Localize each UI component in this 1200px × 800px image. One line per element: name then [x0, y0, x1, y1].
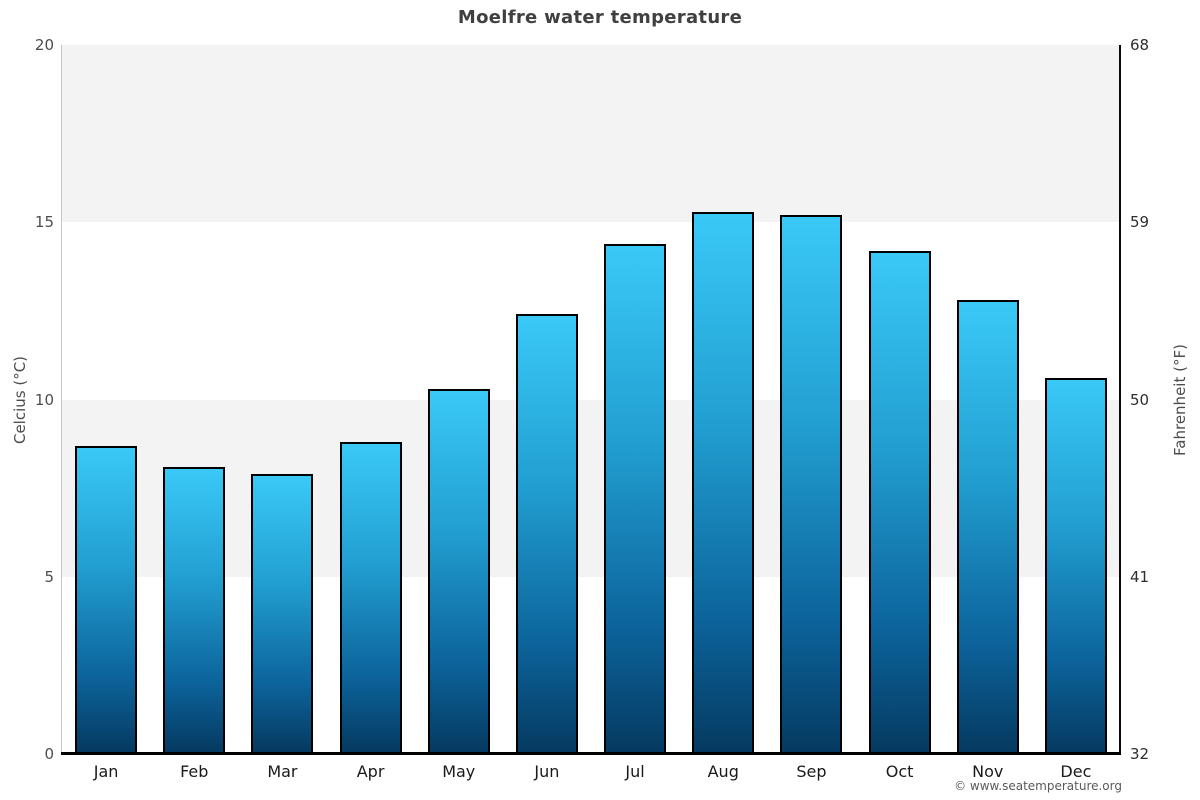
bar-dec — [1044, 378, 1107, 754]
y-axis-left-title: Celcius (°C) — [11, 355, 29, 445]
chart-title: Moelfre water temperature — [457, 7, 743, 28]
x-axis-line — [61, 752, 1121, 755]
x-tick-jul: Jul — [625, 762, 645, 781]
bar-sep — [780, 215, 843, 754]
y-tick-left-20: 20 — [34, 36, 54, 54]
y-tick-left-15: 15 — [34, 213, 54, 232]
bar-apr — [339, 442, 402, 754]
x-tick-jun: Jun — [534, 762, 560, 781]
x-tick-aug: Aug — [707, 762, 739, 781]
bar-nov — [956, 300, 1019, 754]
y-tick-right-59: 59 — [1130, 213, 1150, 232]
bar-jul — [604, 243, 667, 754]
x-tick-nov: Nov — [972, 762, 1004, 781]
x-tick-may: May — [442, 762, 476, 781]
x-tick-oct: Oct — [885, 762, 914, 781]
bar-jan — [75, 445, 138, 754]
x-tick-dec: Dec — [1060, 762, 1092, 781]
x-tick-sep: Sep — [796, 762, 827, 781]
bar-jun — [515, 314, 578, 754]
y-axis-right-spine — [1119, 45, 1121, 755]
y-tick-right-32: 32 — [1130, 745, 1150, 763]
y-tick-left-0: 0 — [44, 745, 54, 763]
y-tick-left-5: 5 — [44, 567, 54, 586]
plot-area — [62, 45, 1120, 754]
x-tick-feb: Feb — [180, 762, 209, 781]
bar-aug — [692, 211, 755, 754]
gridband-15-20 — [62, 45, 1120, 223]
bar-may — [427, 388, 490, 754]
bar-feb — [163, 466, 226, 754]
y-tick-left-10: 10 — [34, 390, 54, 409]
y-tick-right-50: 50 — [1130, 390, 1150, 409]
x-tick-apr: Apr — [356, 762, 385, 781]
bar-oct — [868, 250, 931, 754]
x-tick-jan: Jan — [93, 762, 119, 781]
y-tick-right-68: 68 — [1130, 36, 1150, 54]
y-axis-right-title: Fahrenheit (°F) — [1171, 344, 1189, 456]
gridband-5-10 — [62, 399, 1120, 577]
copyright-text: © www.seatemperature.org — [954, 779, 1122, 793]
y-axis-left-spine — [61, 45, 62, 754]
bar-mar — [251, 473, 314, 754]
y-tick-right-41: 41 — [1130, 567, 1150, 586]
x-tick-mar: Mar — [267, 762, 298, 781]
